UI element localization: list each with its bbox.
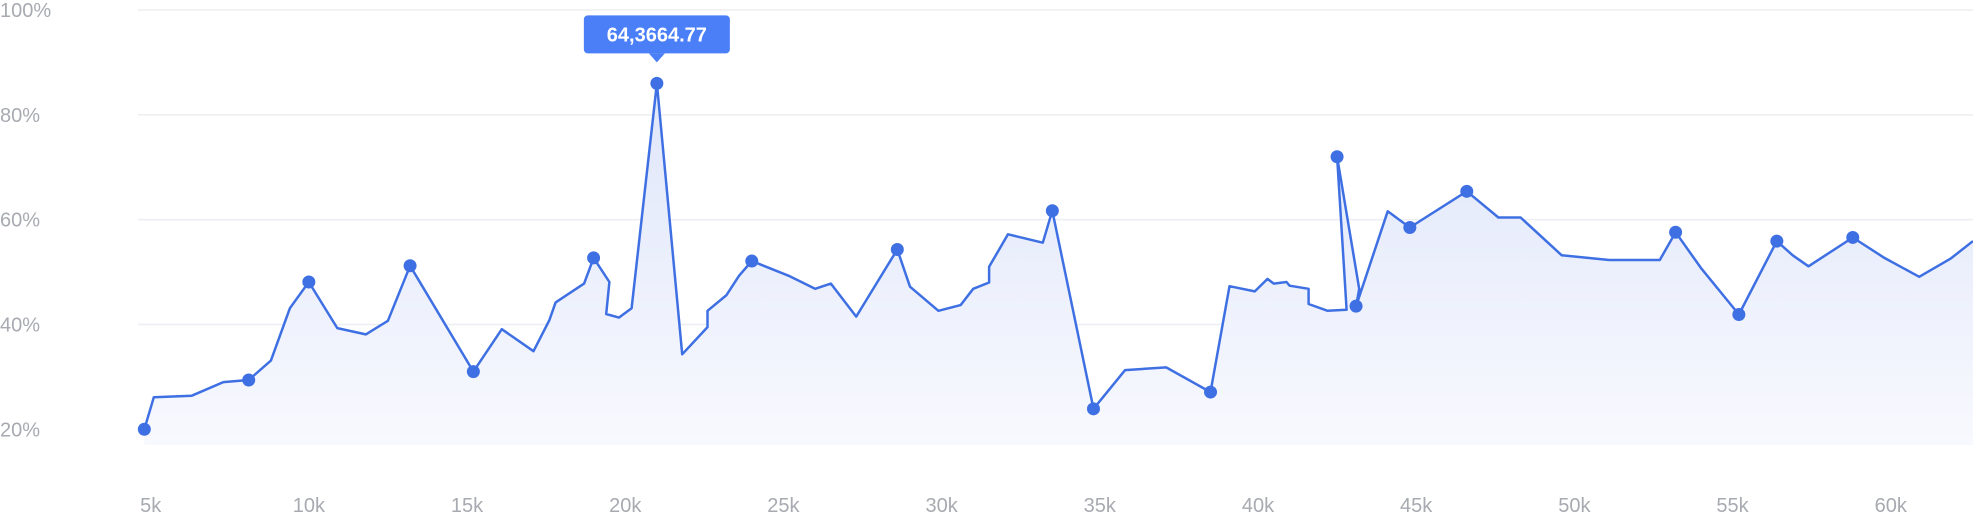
data-point-marker[interactable] (1770, 234, 1784, 248)
y-tick-label: 100% (0, 0, 51, 22)
x-tick-label: 25k (767, 495, 800, 513)
series-area-fill (144, 83, 1973, 446)
data-point-marker[interactable] (745, 254, 759, 268)
y-tick-label: 20% (0, 419, 40, 441)
x-tick-label: 55k (1716, 495, 1749, 513)
tooltip-box (583, 15, 730, 54)
y-axis-tick-labels: 20% 40% 60% 80% 100% (0, 0, 51, 441)
data-point-marker[interactable] (302, 275, 316, 289)
series-line (143, 82, 1973, 430)
x-tick-label: 10k (293, 495, 326, 513)
data-point-marker[interactable] (1460, 184, 1474, 198)
data-point-marker[interactable] (890, 243, 904, 257)
y-tick-label: 60% (0, 210, 40, 232)
data-point-marker[interactable] (1330, 150, 1344, 164)
tooltip-text: 64,3664.77 (607, 24, 707, 46)
y-tick-label: 40% (0, 314, 40, 336)
x-tick-label: 40k (1242, 495, 1275, 513)
data-point-marker[interactable] (403, 259, 417, 273)
x-tick-label: 35k (1084, 495, 1117, 513)
data-point-marker[interactable] (587, 251, 601, 265)
x-tick-label: 20k (609, 495, 642, 513)
data-point-marker[interactable] (650, 76, 664, 90)
x-tick-label: 5k (140, 495, 162, 513)
tooltip-pointer (648, 53, 665, 63)
x-tick-label: 50k (1558, 495, 1591, 513)
data-point-marker[interactable] (137, 422, 151, 436)
x-tick-label: 15k (451, 495, 484, 513)
data-point-marker[interactable] (1846, 230, 1860, 244)
data-tooltip: 64,3664.77 (583, 15, 730, 63)
data-point-marker[interactable] (1349, 299, 1363, 313)
x-axis-tick-labels: 5k 10k 15k 20k 25k 30k 35k 40k 45k 50k 55k 60k (140, 495, 1908, 513)
data-point-marker[interactable] (1086, 402, 1100, 416)
y-tick-label: 80% (0, 105, 40, 127)
data-point-marker[interactable] (1732, 308, 1746, 321)
x-tick-label: 30k (925, 495, 958, 513)
data-point-marker[interactable] (1403, 221, 1417, 234)
x-tick-label: 60k (1875, 495, 1908, 513)
x-tick-label: 45k (1400, 495, 1433, 513)
series-markers (137, 76, 1860, 436)
data-point-marker[interactable] (466, 365, 480, 379)
data-point-marker[interactable] (1045, 204, 1059, 218)
data-point-marker[interactable] (1204, 385, 1218, 399)
data-point-marker[interactable] (1669, 225, 1683, 239)
data-point-marker[interactable] (242, 373, 256, 387)
